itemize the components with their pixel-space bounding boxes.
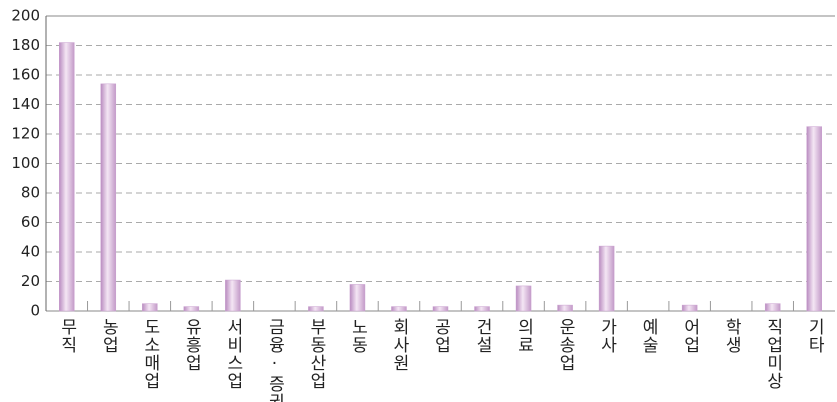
bar — [764, 303, 781, 312]
y-tick-label: 20 — [21, 272, 40, 290]
x-tick-label: 학생 — [721, 318, 741, 354]
bar — [391, 306, 407, 312]
x-tick-label: 직업미상 — [763, 318, 783, 390]
x-tick-label: 예술 — [638, 318, 658, 354]
y-tick-label: 40 — [21, 243, 40, 261]
bar — [225, 279, 241, 312]
y-tick-label: 200 — [11, 7, 40, 25]
x-tick-label: 금융·증권 — [264, 318, 284, 402]
bar — [349, 284, 366, 312]
bar — [598, 245, 615, 312]
y-tick-label: 160 — [11, 66, 40, 84]
x-tick-label: 농업 — [98, 318, 118, 354]
bar — [59, 42, 75, 312]
x-tick-label: 가사 — [597, 318, 617, 354]
bar — [100, 83, 117, 312]
y-tick-label: 120 — [11, 125, 40, 143]
bar — [432, 306, 449, 312]
y-tick-label: 180 — [11, 36, 40, 54]
bar — [515, 285, 532, 312]
x-tick-label: 도소매업 — [140, 318, 160, 390]
x-tick-label: 서비스업 — [223, 318, 243, 390]
y-tick-label: 140 — [11, 95, 40, 113]
bar — [806, 126, 822, 312]
bar — [183, 306, 200, 312]
x-tick-label: 건설 — [472, 318, 492, 354]
y-tick-label: 80 — [21, 184, 40, 202]
bar — [308, 306, 324, 312]
x-tick-label: 운송업 — [555, 318, 575, 372]
x-tick-label: 부동산업 — [306, 318, 326, 390]
x-tick-label: 노동 — [347, 318, 367, 354]
bar — [681, 304, 698, 312]
bar — [142, 303, 158, 312]
x-tick-label: 기타 — [804, 318, 824, 354]
x-tick-label: 무직 — [57, 318, 77, 354]
x-tick-label: 유흥업 — [181, 318, 201, 372]
x-tick-label: 어업 — [680, 318, 700, 354]
y-tick-label: 60 — [21, 213, 40, 231]
bar — [474, 306, 490, 312]
x-tick-label: 공업 — [431, 318, 451, 354]
x-tick-label: 의료 — [514, 318, 534, 354]
y-tick-label: 0 — [30, 302, 40, 320]
x-tick-label: 회사원 — [389, 318, 409, 372]
y-tick-label: 100 — [11, 154, 40, 172]
bar — [557, 304, 573, 312]
